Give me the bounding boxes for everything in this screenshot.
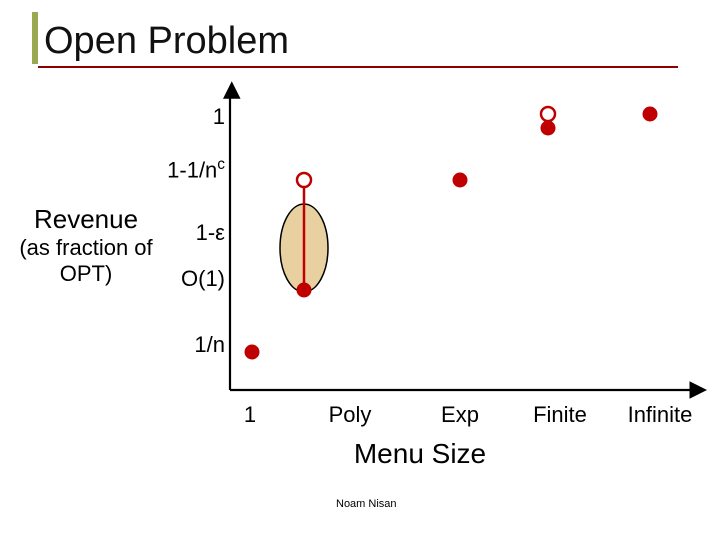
y-tick-label: O(1) bbox=[0, 266, 225, 292]
x-tick-label: Poly bbox=[329, 402, 372, 428]
x-tick-label: Exp bbox=[441, 402, 479, 428]
x-tick-label: Finite bbox=[533, 402, 587, 428]
x-tick-label: Infinite bbox=[628, 402, 693, 428]
y-tick-label: 1-1/nc bbox=[0, 156, 225, 183]
slide: Open Problem Revenue (as fraction of OPT… bbox=[0, 0, 720, 540]
footer-author: Noam Nisan bbox=[336, 498, 397, 510]
y-tick-label: 1 bbox=[0, 104, 225, 130]
x-axis-label: Menu Size bbox=[310, 438, 530, 470]
y-tick-label: 1/n bbox=[0, 332, 225, 358]
x-tick-label: 1 bbox=[244, 402, 256, 428]
y-tick-label: 1-ε bbox=[0, 220, 225, 246]
